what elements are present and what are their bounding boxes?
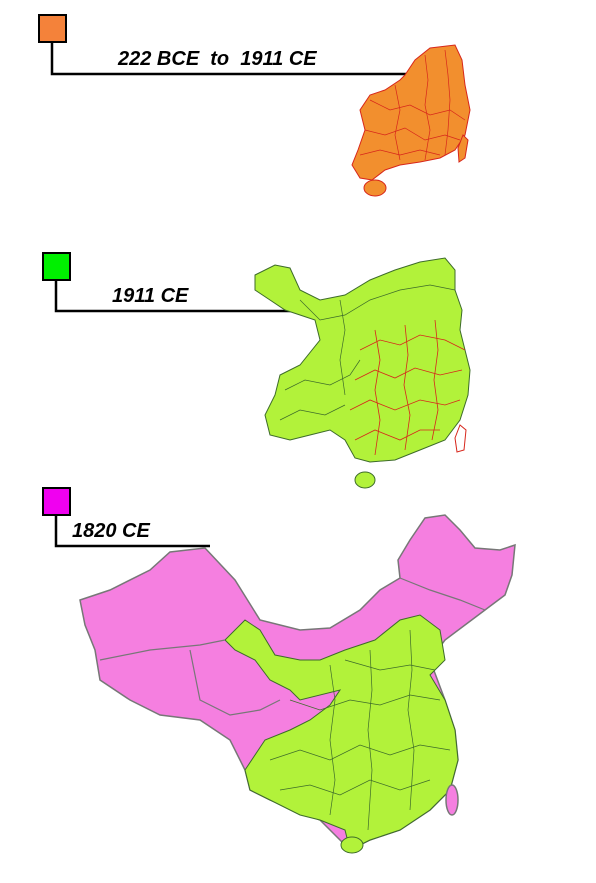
- map-pink-green: [79, 514, 516, 854]
- legend-item: 222 BCE to 1911 CE: [38, 14, 408, 76]
- legend-swatch: [42, 487, 71, 516]
- legend-item: 1911 CE: [42, 252, 318, 313]
- legend-swatch: [42, 252, 71, 281]
- legend-item: 1820 CE: [42, 487, 210, 548]
- legend-label: 222 BCE to 1911 CE: [117, 48, 317, 70]
- legend-label: 1820 CE: [72, 520, 150, 542]
- leader-line: [50, 42, 408, 76]
- leader-line: [54, 280, 318, 313]
- map-green: [254, 257, 471, 489]
- leader-line: [54, 515, 210, 548]
- legend-label: 1911 CE: [112, 285, 189, 307]
- map-orange: [351, 44, 471, 197]
- legend-swatch: [38, 14, 67, 43]
